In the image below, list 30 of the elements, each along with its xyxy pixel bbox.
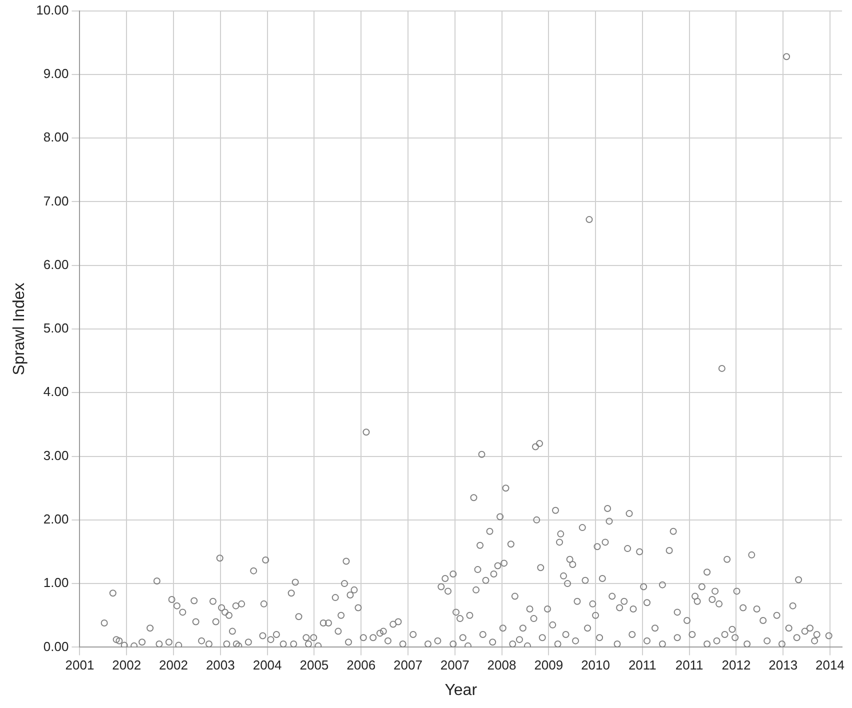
x-tick-label: 2007 bbox=[440, 658, 470, 673]
y-tick-label: 8.00 bbox=[43, 130, 69, 145]
x-tick-label: 2010 bbox=[581, 658, 610, 673]
x-tick-label: 2008 bbox=[487, 658, 516, 673]
y-tick-label: 7.00 bbox=[43, 193, 69, 208]
x-tick-label: 2011 bbox=[628, 658, 656, 673]
x-tick-label: 2001 bbox=[65, 658, 94, 673]
y-tick-label: 10.00 bbox=[36, 2, 69, 18]
x-tick-label: 2012 bbox=[722, 658, 751, 673]
y-tick-label: 5.00 bbox=[43, 320, 69, 336]
x-tick-label: 2013 bbox=[768, 658, 798, 673]
x-tick-label: 2009 bbox=[534, 658, 564, 673]
y-tick-label: 0.00 bbox=[43, 638, 69, 654]
x-tick-label: 2004 bbox=[252, 658, 282, 673]
y-tick-label: 1.00 bbox=[43, 575, 69, 590]
x-tick-label: 2005 bbox=[300, 658, 329, 673]
y-tick-label: 6.00 bbox=[43, 256, 69, 272]
y-tick-label: 2.00 bbox=[43, 512, 69, 526]
x-axis-title: Year bbox=[444, 682, 478, 699]
x-tick-label: 2003 bbox=[206, 658, 235, 673]
x-tick-label: 2006 bbox=[346, 658, 376, 673]
y-axis-title: Sprawl Index bbox=[11, 282, 28, 376]
x-tick-label: 2002 bbox=[159, 658, 188, 673]
y-tick-label: 9.00 bbox=[43, 66, 69, 82]
x-tick-label: 2002 bbox=[112, 658, 142, 673]
x-tick-label: 2007 bbox=[394, 658, 422, 673]
y-tick-label: 3.00 bbox=[43, 448, 69, 463]
y-tick-label: 4.00 bbox=[43, 384, 69, 400]
x-tick-label: 2011 bbox=[675, 658, 704, 673]
x-tick-label: 2014 bbox=[816, 658, 844, 673]
